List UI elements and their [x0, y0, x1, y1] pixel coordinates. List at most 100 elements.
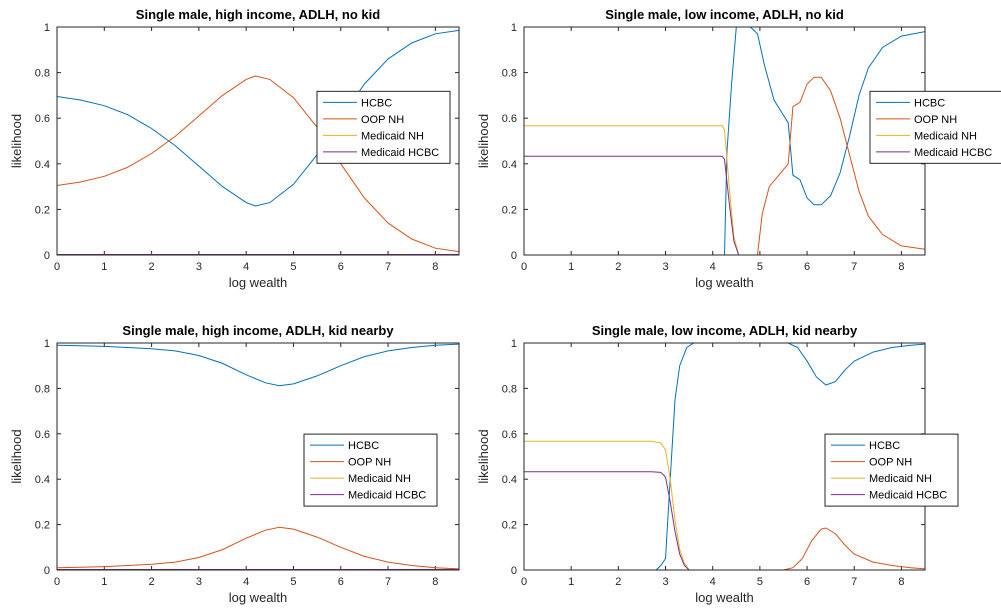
chart-panel-2: 0 1 2 3 4 5 6 7 8 0 0.2 0.4 0.6 0.8 1 Single male, low …: [476, 7, 1001, 290]
legend-label: Medicaid NH: [348, 473, 411, 485]
x-tick-label: 5: [290, 261, 296, 273]
legend: HCBC OOP NH Medicaid NH Medicaid HCBC: [824, 433, 959, 507]
x-tick-label: 6: [338, 576, 344, 588]
y-tick-label: 0.4: [502, 159, 517, 171]
x-tick-label: 6: [338, 261, 344, 273]
chart-panel-3: 0 1 2 3 4 5 6 7 8 0 0.2 0.4 0.6 0.8 1 Single male, high…: [9, 323, 460, 605]
y-tick-label: 0.2: [502, 204, 517, 216]
chart-title: Single male, high income, ADLH, kid near…: [122, 323, 394, 338]
x-tick-label: 8: [432, 261, 438, 273]
y-axis-label: likelihood: [9, 114, 24, 168]
x-axis-label: log wealth: [229, 590, 288, 605]
series-line-oop-nh: [524, 527, 925, 571]
legend-label: OOP NH: [914, 114, 957, 126]
chart-title: Single male, high income, ADLH, no kid: [136, 7, 380, 22]
x-axis-label: log wealth: [695, 590, 754, 605]
y-tick-label: 0.8: [35, 383, 50, 395]
axes-box: [56, 342, 460, 571]
legend-label: OOP NH: [361, 114, 404, 126]
y-tick-label: 0.2: [35, 520, 50, 532]
series-line-oop-nh: [57, 526, 459, 570]
series-line-medicaid-nh: [524, 440, 925, 571]
legend: HCBC OOP NH Medicaid NH Medicaid HCBC: [303, 433, 438, 507]
y-tick-label: 1: [511, 22, 517, 34]
y-tick-label: 0.8: [502, 383, 517, 395]
legend-label: Medicaid NH: [869, 473, 932, 485]
legend-label: HCBC: [914, 97, 945, 109]
series-line-oop-nh: [57, 75, 459, 253]
y-tick-label: 1: [511, 338, 517, 350]
y-tick-label: 0: [511, 565, 517, 577]
y-tick-label: 0: [44, 565, 50, 577]
legend-label: Medicaid HCBC: [361, 147, 439, 159]
series-line-hcbc: [57, 29, 459, 207]
y-tick-label: 0.4: [502, 474, 517, 486]
legend-label: Medicaid NH: [914, 130, 977, 142]
legend-label: Medicaid HCBC: [348, 490, 426, 502]
x-tick-label: 6: [804, 261, 810, 273]
x-tick-label: 3: [196, 576, 202, 588]
x-tick-label: 1: [568, 576, 574, 588]
y-tick-label: 1: [44, 22, 50, 34]
legend-label: Medicaid HCBC: [914, 147, 992, 159]
x-tick-label: 7: [851, 261, 857, 273]
y-tick-label: 0: [511, 250, 517, 262]
y-tick-label: 0.8: [502, 68, 517, 80]
y-tick-label: 0: [44, 250, 50, 262]
x-tick-label: 2: [149, 576, 155, 588]
y-tick-label: 0.2: [35, 204, 50, 216]
legend-label: HCBC: [869, 440, 900, 452]
x-tick-label: 4: [710, 261, 716, 273]
x-tick-label: 2: [615, 576, 621, 588]
axes-box: [56, 26, 460, 256]
y-axis-label: likelihood: [476, 114, 491, 168]
x-tick-label: 4: [243, 576, 249, 588]
series-line-medicaid-hcbc: [524, 471, 925, 571]
x-tick-label: 5: [757, 261, 763, 273]
x-tick-label: 0: [521, 576, 527, 588]
x-tick-label: 1: [568, 261, 574, 273]
x-axis-label: log wealth: [229, 275, 288, 290]
x-tick-label: 1: [101, 576, 107, 588]
x-tick-label: 1: [101, 261, 107, 273]
legend-label: HCBC: [361, 97, 392, 109]
x-tick-label: 8: [432, 576, 438, 588]
x-tick-label: 3: [662, 261, 668, 273]
x-tick-label: 5: [757, 576, 763, 588]
legend-label: OOP NH: [869, 457, 912, 469]
x-tick-label: 0: [521, 261, 527, 273]
series-line-oop-nh: [524, 76, 925, 256]
legend-label: Medicaid HCBC: [869, 490, 947, 502]
y-tick-label: 0.6: [35, 113, 50, 125]
y-tick-label: 0.6: [35, 429, 50, 441]
y-tick-label: 0.6: [502, 113, 517, 125]
chart-title: Single male, low income, ADLH, kid nearb…: [592, 323, 858, 338]
x-tick-label: 2: [149, 261, 155, 273]
x-tick-label: 8: [898, 261, 904, 273]
x-tick-label: 4: [243, 261, 249, 273]
legend-label: HCBC: [348, 440, 379, 452]
y-axis-label: likelihood: [476, 429, 491, 483]
y-tick-label: 0.4: [35, 159, 50, 171]
x-tick-label: 3: [662, 576, 668, 588]
y-tick-label: 0.2: [502, 520, 517, 532]
y-tick-label: 0.4: [35, 474, 50, 486]
plot-area: [524, 27, 925, 255]
x-tick-label: 0: [54, 261, 60, 273]
x-tick-label: 2: [615, 261, 621, 273]
y-tick-label: 0.8: [35, 68, 50, 80]
x-tick-label: 7: [851, 576, 857, 588]
x-tick-label: 7: [385, 576, 391, 588]
x-axis-label: log wealth: [695, 275, 754, 290]
y-tick-label: 1: [44, 338, 50, 350]
legend: HCBC OOP NH Medicaid NH Medicaid HCBC: [316, 90, 451, 164]
legend-label: OOP NH: [348, 457, 391, 469]
chart-panel-1: 0 1 2 3 4 5 6 7 8 0 0.2 0.4 0.6 0.8 1 Single male, high…: [9, 7, 460, 290]
x-tick-label: 0: [54, 576, 60, 588]
legend: HCBC OOP NH Medicaid NH Medicaid HCBC: [869, 90, 1001, 164]
chart-panel-4: 0 1 2 3 4 5 6 7 8 0 0.2 0.4 0.6 0.8 1 Single male, low …: [476, 323, 959, 605]
series-line-hcbc: [57, 343, 459, 387]
x-tick-label: 5: [290, 576, 296, 588]
x-tick-label: 8: [898, 576, 904, 588]
